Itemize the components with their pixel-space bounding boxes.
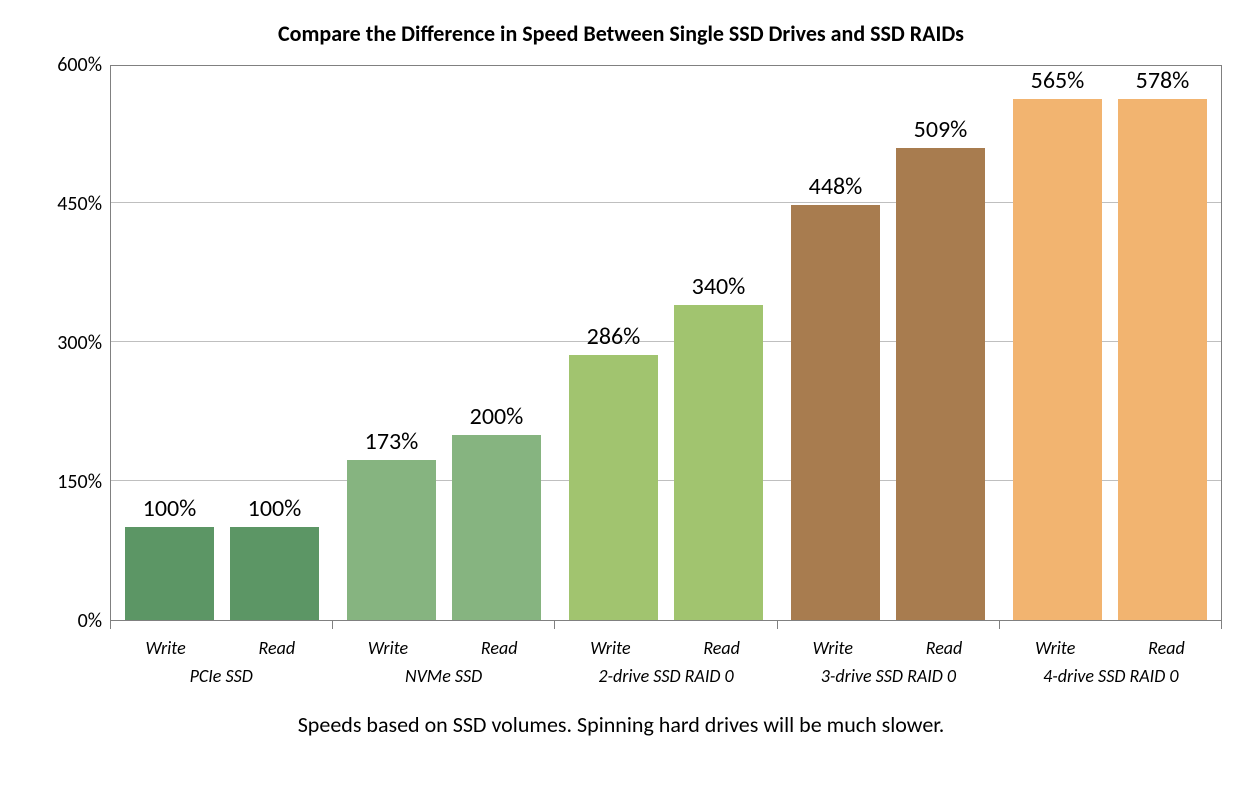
bar-group: 286% 340%: [555, 66, 777, 620]
bar-column: 200%: [444, 66, 549, 620]
bar-value-label: 173%: [365, 427, 419, 456]
bar-value-label: 578%: [1136, 66, 1190, 95]
bar-group: 448% 509%: [777, 66, 999, 620]
bar: [569, 355, 658, 620]
x-sub-label: Read: [444, 629, 555, 659]
plot-row: 0%150%300%450%600% 100%100%173%200%286%3…: [20, 65, 1222, 621]
x-sub-row: WriteRead: [110, 629, 332, 659]
bar: [1118, 99, 1207, 620]
bar-value-label: 448%: [809, 172, 863, 201]
chart-container: Compare the Difference in Speed Between …: [20, 20, 1222, 738]
chart-caption: Speeds based on SSD volumes. Spinning ha…: [20, 711, 1222, 738]
bar-value-label: 340%: [692, 272, 746, 301]
y-tick-label: 150%: [57, 470, 102, 494]
y-tick-label: 300%: [57, 331, 102, 355]
x-sub-label: Read: [221, 629, 332, 659]
bar: [791, 205, 880, 620]
y-tick-label: 0%: [78, 609, 102, 633]
bar: [896, 148, 985, 620]
x-tick: [110, 621, 333, 629]
bars-layer: 100% 100% 173% 200% 286% 340% 448% 509% 565% 578%: [111, 66, 1221, 620]
x-group: WriteReadPCIe SSD: [110, 629, 332, 687]
y-axis: 0%150%300%450%600%: [20, 65, 110, 621]
bar: [674, 305, 763, 620]
x-tick: [555, 621, 777, 629]
bar: [230, 527, 319, 620]
bar-column: 100%: [222, 66, 327, 620]
bar: [347, 460, 436, 620]
bar: [125, 527, 214, 620]
x-category-label: NVMe SSD: [332, 659, 554, 687]
bar-column: 286%: [561, 66, 666, 620]
x-sub-label: Read: [888, 629, 999, 659]
bar-value-label: 100%: [143, 494, 197, 523]
bar-column: 340%: [666, 66, 771, 620]
y-tick-label: 450%: [57, 192, 102, 216]
chart-title: Compare the Difference in Speed Between …: [20, 20, 1222, 47]
x-group: WriteReadNVMe SSD: [332, 629, 554, 687]
bar-column: 509%: [888, 66, 993, 620]
x-sub-row: WriteRead: [1000, 629, 1222, 659]
x-tick: [1000, 621, 1222, 629]
x-category-label: 2-drive SSD RAID 0: [555, 659, 777, 687]
bar-value-label: 100%: [248, 494, 302, 523]
x-sub-label: Write: [110, 629, 221, 659]
x-sub-label: Write: [555, 629, 666, 659]
bar-value-label: 509%: [914, 115, 968, 144]
bar: [1013, 99, 1102, 620]
x-tick: [778, 621, 1000, 629]
x-category-label: 4-drive SSD RAID 0: [1000, 659, 1222, 687]
x-axis: WriteReadPCIe SSDWriteReadNVMe SSDWriteR…: [110, 629, 1222, 687]
x-group: WriteRead3-drive SSD RAID 0: [777, 629, 999, 687]
bar-column: 448%: [783, 66, 888, 620]
bar-value-label: 286%: [587, 322, 641, 351]
bar-group: 100% 100%: [111, 66, 333, 620]
plot-area: 100% 100% 173% 200% 286% 340% 448% 509% 565% 578%: [110, 65, 1222, 621]
x-tick-marks: [110, 621, 1222, 629]
bar-value-label: 200%: [470, 402, 524, 431]
x-sub-row: WriteRead: [332, 629, 554, 659]
x-category-label: PCIe SSD: [110, 659, 332, 687]
x-sub-label: Read: [666, 629, 777, 659]
bar-group: 565% 578%: [999, 66, 1221, 620]
x-category-label: 3-drive SSD RAID 0: [777, 659, 999, 687]
x-sub-label: Write: [332, 629, 443, 659]
bar-group: 173% 200%: [333, 66, 555, 620]
x-sub-label: Read: [1111, 629, 1222, 659]
bar-value-label: 565%: [1031, 66, 1085, 95]
bar-column: 578%: [1110, 66, 1215, 620]
y-tick-label: 600%: [57, 53, 102, 77]
x-sub-row: WriteRead: [555, 629, 777, 659]
x-group: WriteRead2-drive SSD RAID 0: [555, 629, 777, 687]
bar: [452, 435, 541, 620]
x-group: WriteRead4-drive SSD RAID 0: [1000, 629, 1222, 687]
x-sub-label: Write: [1000, 629, 1111, 659]
bar-column: 100%: [117, 66, 222, 620]
bar-column: 173%: [339, 66, 444, 620]
x-sub-label: Write: [777, 629, 888, 659]
x-tick: [333, 621, 555, 629]
x-sub-row: WriteRead: [777, 629, 999, 659]
bar-column: 565%: [1005, 66, 1110, 620]
